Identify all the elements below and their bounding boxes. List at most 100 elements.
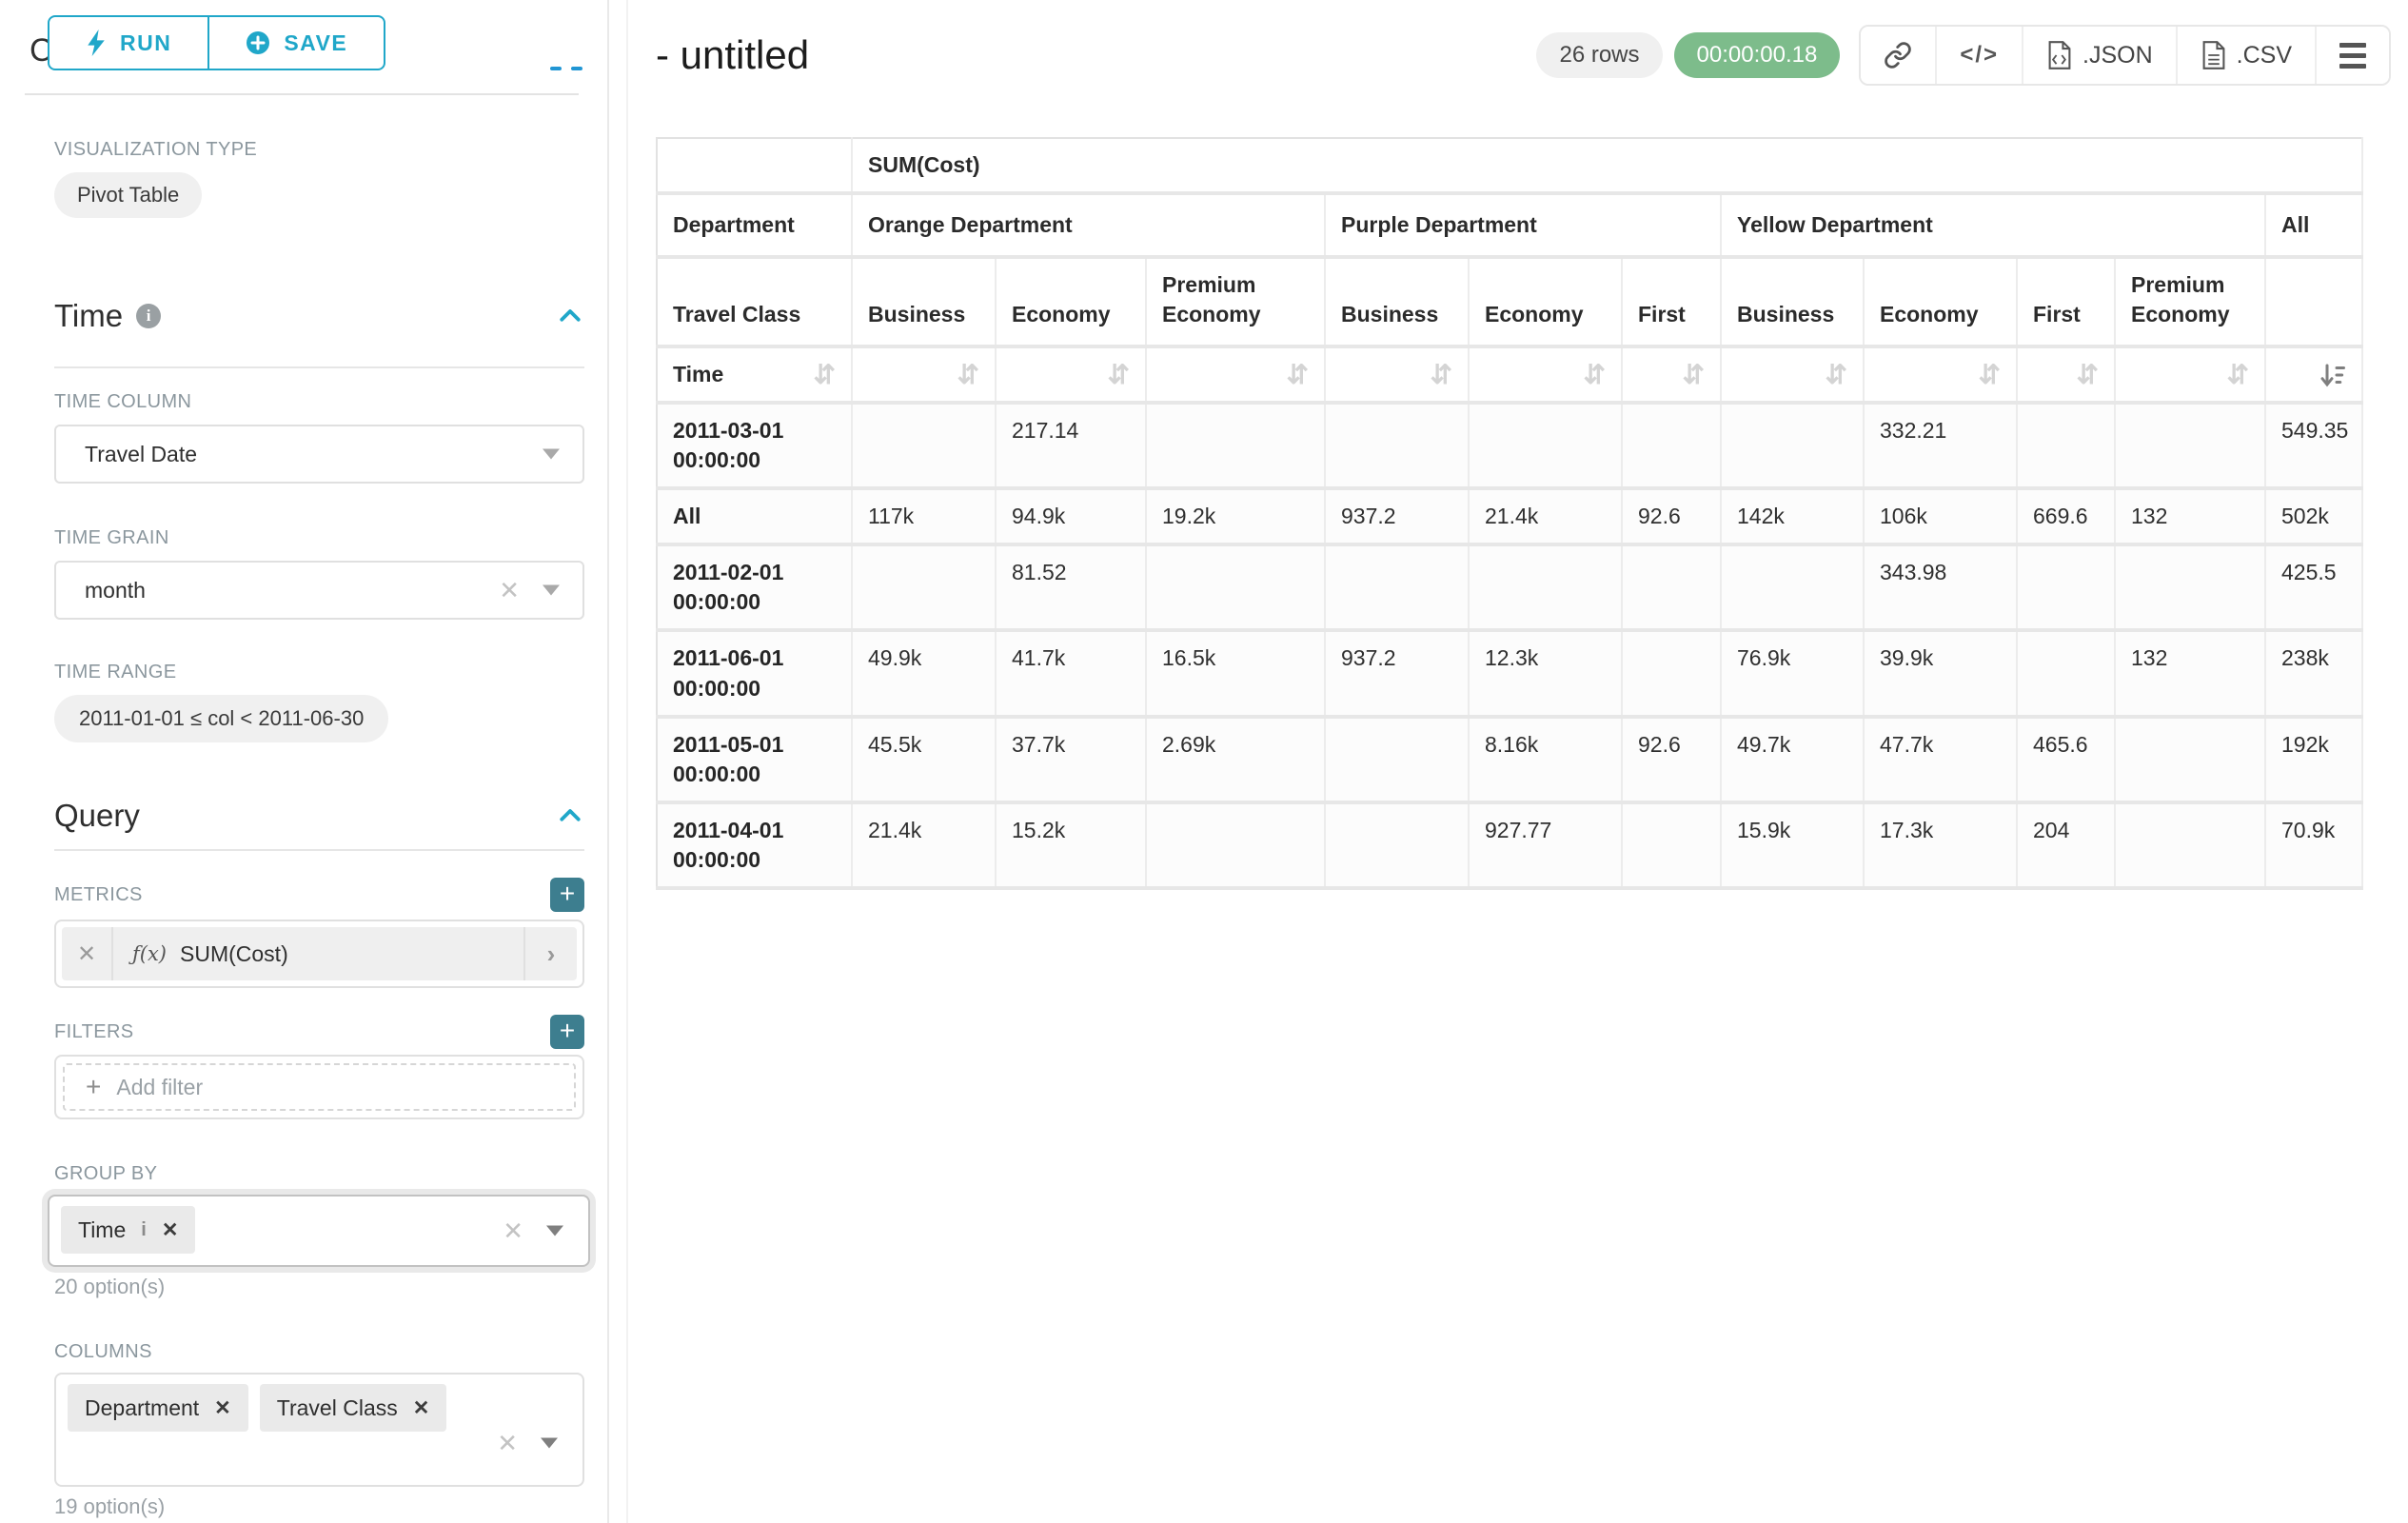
- clear-icon[interactable]: ✕: [503, 1216, 523, 1245]
- add-filter-button[interactable]: +: [550, 1015, 584, 1049]
- collapse-chevron-icon[interactable]: [556, 302, 584, 330]
- save-button[interactable]: SAVE: [207, 15, 386, 70]
- pivot-cell: 217.14: [996, 403, 1147, 491]
- pivot-sort-button[interactable]: ⇵: [1622, 346, 1722, 405]
- pivot-cell: [1146, 544, 1326, 633]
- filters-control: + Add filter: [54, 1055, 584, 1119]
- pivot-col-header: Premium Economy: [1146, 257, 1326, 349]
- group-by-select[interactable]: Time i ✕ ✕: [48, 1195, 590, 1267]
- remove-tag-icon[interactable]: ✕: [161, 1218, 179, 1241]
- pivot-sort-button[interactable]: ⇵: [996, 346, 1147, 405]
- columns-options-hint: 19 option(s): [54, 1494, 166, 1518]
- pivot-cell: [1622, 801, 1722, 890]
- pivot-dimension-label: Travel Class: [657, 257, 853, 349]
- add-metric-button[interactable]: +: [550, 878, 584, 912]
- pivot-corner-cell: [657, 138, 853, 196]
- pivot-cell: 21.4k: [1469, 488, 1623, 547]
- plus-circle-icon: [247, 31, 270, 54]
- pivot-sort-button[interactable]: ⇵: [1864, 346, 2018, 405]
- sort-icon: ⇵: [2076, 359, 2099, 389]
- pivot-cell: 39.9k: [1864, 630, 2018, 719]
- columns-tag[interactable]: Department ✕: [68, 1384, 248, 1432]
- pivot-sort-button[interactable]: ⇵: [2115, 346, 2266, 405]
- remove-tag-icon[interactable]: ✕: [412, 1396, 430, 1419]
- pivot-cell: [1325, 716, 1470, 804]
- pivot-row-header: 2011-02-01 00:00:00: [657, 544, 853, 633]
- pivot-cell: 117k: [852, 488, 997, 547]
- remove-tag-icon[interactable]: ✕: [214, 1396, 231, 1419]
- pivot-col-header: First: [1622, 257, 1722, 349]
- pivot-sort-button[interactable]: ⇵: [2017, 346, 2116, 405]
- pivot-sort-button[interactable]: [2265, 346, 2364, 405]
- clear-icon[interactable]: ✕: [499, 576, 520, 604]
- time-column-select[interactable]: Travel Date: [54, 425, 584, 484]
- metrics-label: METRICS: [54, 883, 143, 905]
- pivot-cell: [2017, 403, 2116, 491]
- pivot-sort-button[interactable]: ⇵: [1325, 346, 1470, 405]
- pivot-cell: 70.9k: [2265, 801, 2364, 890]
- export-json-button[interactable]: .JSON: [2022, 27, 2176, 84]
- pivot-cell: 94.9k: [996, 488, 1147, 547]
- chevron-down-icon: [543, 448, 560, 460]
- view-query-button[interactable]: </>: [1935, 27, 2023, 84]
- run-button[interactable]: RUN: [48, 15, 210, 70]
- pivot-cell: 549.35: [2265, 403, 2364, 491]
- pivot-sort-button[interactable]: ⇵: [1721, 346, 1865, 405]
- group-by-tag[interactable]: Time i ✕: [61, 1206, 196, 1254]
- pivot-cell: [2115, 716, 2266, 804]
- time-range-value[interactable]: 2011-01-01 ≤ col < 2011-06-30: [54, 695, 389, 742]
- pivot-cell: [1325, 403, 1470, 491]
- pivot-row-header: 2011-04-01 00:00:00: [657, 801, 853, 890]
- clear-icon[interactable]: ✕: [497, 1428, 518, 1457]
- json-button-label: .JSON: [2082, 41, 2153, 69]
- pivot-row-header: 2011-06-01 00:00:00: [657, 630, 853, 719]
- run-save-button-group: RUN SAVE: [48, 15, 386, 70]
- pivot-sort-button[interactable]: Time ⇵: [657, 346, 853, 405]
- info-icon: i: [136, 304, 162, 328]
- query-timer-badge: 00:00:00.18: [1673, 32, 1841, 78]
- pivot-cell: 8.16k: [1469, 716, 1623, 804]
- copy-link-button[interactable]: [1861, 27, 1936, 84]
- chart-title[interactable]: - untitled: [656, 32, 810, 77]
- pivot-sort-button[interactable]: ⇵: [1146, 346, 1326, 405]
- pivot-cell: 92.6: [1622, 716, 1722, 804]
- run-button-label: RUN: [120, 30, 172, 55]
- remove-metric-icon[interactable]: ✕: [62, 927, 113, 980]
- export-csv-button[interactable]: .CSV: [2175, 27, 2315, 84]
- pivot-sort-button[interactable]: ⇵: [1469, 346, 1623, 405]
- add-filter-dropzone[interactable]: + Add filter: [63, 1063, 576, 1111]
- pivot-cell: 45.5k: [852, 716, 997, 804]
- pivot-cell: 21.4k: [852, 801, 997, 890]
- time-grain-select[interactable]: month ✕: [54, 561, 584, 620]
- pivot-dimension-label: Time: [673, 362, 724, 387]
- control-panel-sidebar: Chart Type RUN SAVE VISUALIZATION TYPE P…: [0, 0, 609, 1523]
- pivot-cell: 49.7k: [1721, 716, 1865, 804]
- sort-icon: ⇵: [1583, 359, 1606, 389]
- pivot-cell: [1469, 403, 1623, 491]
- metric-pill[interactable]: ✕ ƒ(x) SUM(Cost) ›: [62, 927, 577, 980]
- csv-button-label: .CSV: [2236, 41, 2292, 69]
- pivot-cell: 106k: [1864, 488, 2018, 547]
- menu-button[interactable]: [2315, 27, 2389, 84]
- pivot-table: SUM(Cost) Department Orange Department Purp…: [656, 137, 2364, 890]
- pivot-cell: [1622, 544, 1722, 633]
- metric-control: ✕ ƒ(x) SUM(Cost) ›: [54, 920, 584, 988]
- time-range-label: TIME RANGE: [54, 662, 177, 682]
- pivot-cell: [1721, 403, 1865, 491]
- pivot-cell: 343.98: [1864, 544, 2018, 633]
- pivot-group-header: Orange Department: [852, 193, 1326, 260]
- collapse-chevron-icon[interactable]: [556, 801, 584, 830]
- pivot-cell: [1325, 544, 1470, 633]
- visualization-type-value[interactable]: Pivot Table: [54, 172, 203, 218]
- columns-tag[interactable]: Travel Class ✕: [259, 1384, 447, 1432]
- sort-icon: ⇵: [1107, 359, 1130, 389]
- columns-select[interactable]: Department ✕ Travel Class ✕ ✕: [54, 1373, 584, 1487]
- pivot-row-header: 2011-03-01 00:00:00: [657, 403, 853, 491]
- pivot-col-header: Business: [1721, 257, 1865, 349]
- chevron-right-icon[interactable]: ›: [523, 927, 577, 980]
- pivot-sort-button[interactable]: ⇵: [852, 346, 997, 405]
- sidebar-header-divider: [25, 0, 579, 95]
- table-row: 2011-05-01 00:00:00 45.5k 37.7k 2.69k 8.16k 9…: [657, 716, 2364, 804]
- sort-icon: ⇵: [957, 359, 979, 389]
- pivot-cell: [2017, 544, 2116, 633]
